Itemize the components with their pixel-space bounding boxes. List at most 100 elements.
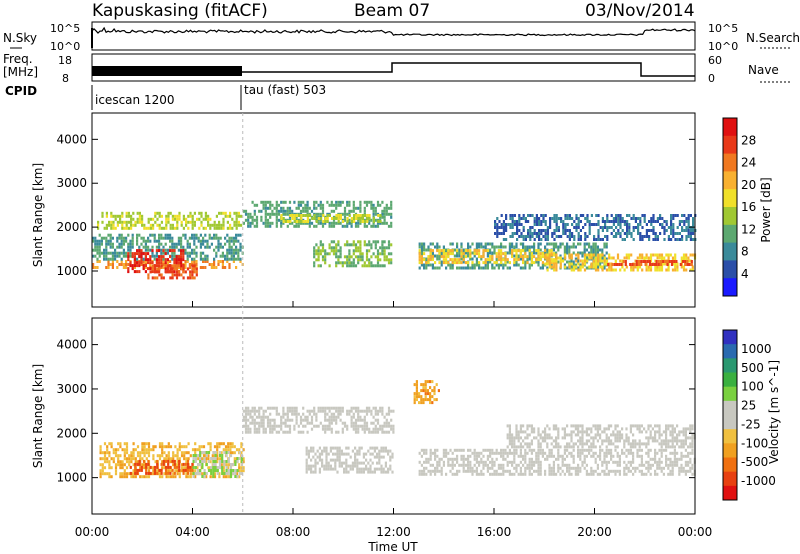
heatmap-cell <box>667 439 670 443</box>
heatmap-cell <box>495 472 498 476</box>
heatmap-cell <box>528 445 531 449</box>
heatmap-cell <box>99 472 102 476</box>
heatmap-cell <box>182 264 185 268</box>
heatmap-cell <box>282 406 285 410</box>
heatmap-cell <box>310 418 314 422</box>
heatmap-cell <box>111 251 114 255</box>
heatmap-cell <box>235 211 238 215</box>
heatmap-cell <box>660 445 663 449</box>
heatmap-cell <box>669 424 672 428</box>
heatmap-cell <box>158 223 161 227</box>
heatmap-cell <box>606 226 609 229</box>
heatmap-cell <box>147 239 150 243</box>
heatmap-cell <box>105 211 108 215</box>
heatmap-cell <box>680 439 683 443</box>
heatmap-cell <box>143 451 146 455</box>
heatmap-cell <box>297 412 300 416</box>
heatmap-cell <box>562 232 565 235</box>
heatmap-cell <box>460 257 463 261</box>
heatmap-cell <box>238 451 241 454</box>
heatmap-cell <box>585 463 588 467</box>
heatmap-cell <box>462 260 465 264</box>
heatmap-cell <box>226 226 229 230</box>
heatmap-cell <box>502 223 505 226</box>
heatmap-cell <box>177 255 180 259</box>
heatmap-cell <box>500 258 503 262</box>
heatmap-cell <box>253 406 256 410</box>
heatmap-cell <box>376 264 380 268</box>
heatmap-cell <box>524 245 527 249</box>
heatmap-cell <box>266 421 270 425</box>
colorbar-segment <box>723 153 737 172</box>
heatmap-cell <box>596 427 599 431</box>
heatmap-cell <box>634 469 637 473</box>
heatmap-cell <box>196 454 200 457</box>
heatmap-cell <box>647 436 650 440</box>
heatmap-cell <box>242 221 245 225</box>
heatmap-cell <box>354 246 358 250</box>
heatmap-cell <box>522 439 525 443</box>
heatmap-cell <box>295 214 298 217</box>
heatmap-cell <box>475 451 478 455</box>
heatmap-cell <box>343 212 347 216</box>
heatmap-cell <box>533 463 536 467</box>
heatmap-cell <box>550 265 554 269</box>
heatmap-cell <box>382 470 385 474</box>
heatmap-cell <box>588 427 591 431</box>
heatmap-cell <box>612 454 615 458</box>
heatmap-cell <box>614 448 617 452</box>
heatmap-cell <box>335 249 338 253</box>
heatmap-cell <box>691 466 694 470</box>
heatmap-cell <box>175 255 178 259</box>
heatmap-cell <box>592 424 595 428</box>
heatmap-cell <box>661 223 664 226</box>
heatmap-cell <box>599 424 602 428</box>
heatmap-cell <box>368 217 371 220</box>
heatmap-cell <box>175 242 178 246</box>
heatmap-cell <box>326 214 329 217</box>
heatmap-cell <box>111 263 114 266</box>
heatmap-cell <box>132 451 135 455</box>
heatmap-cell <box>160 261 163 265</box>
heatmap-cell <box>114 226 117 230</box>
heatmap-cell <box>352 406 355 410</box>
heatmap-cell <box>528 460 531 464</box>
heatmap-cell <box>327 452 330 456</box>
heatmap-cell <box>544 457 547 461</box>
heatmap-cell <box>182 252 185 256</box>
heatmap-cell <box>373 467 376 471</box>
heatmap-cell <box>180 239 183 243</box>
heatmap-cell <box>618 439 621 443</box>
heatmap-cell <box>486 469 489 473</box>
heatmap-cell <box>566 454 569 458</box>
heatmap-cell <box>332 224 336 228</box>
heatmap-cell <box>612 460 615 464</box>
heatmap-cell <box>524 454 527 458</box>
heatmap-cell <box>129 261 132 265</box>
heatmap-cell <box>176 214 179 218</box>
heatmap-cell <box>199 460 202 463</box>
heatmap-cell <box>193 220 196 224</box>
heatmap-cell <box>667 268 670 272</box>
heatmap-cell <box>680 265 683 269</box>
heatmap-cell <box>103 442 107 446</box>
heatmap-cell <box>577 430 580 434</box>
heatmap-cell <box>687 214 690 217</box>
heatmap-cell <box>634 466 637 470</box>
heatmap-cell <box>691 472 694 476</box>
heatmap-cell <box>158 214 161 218</box>
heatmap-cell <box>171 270 174 274</box>
heatmap-cell <box>204 214 207 218</box>
heatmap-cell <box>162 459 165 463</box>
heatmap-cell <box>482 472 485 476</box>
heatmap-cell <box>176 220 179 224</box>
heatmap-cell <box>636 451 639 455</box>
heatmap-cell <box>429 252 432 256</box>
heatmap-cell <box>467 249 470 253</box>
heatmap-cell <box>618 472 621 476</box>
heatmap-cell <box>546 251 549 255</box>
heatmap-cell <box>125 214 128 218</box>
heatmap-cell <box>649 424 652 428</box>
heatmap-cell <box>676 238 679 241</box>
heatmap-cell <box>169 211 172 215</box>
